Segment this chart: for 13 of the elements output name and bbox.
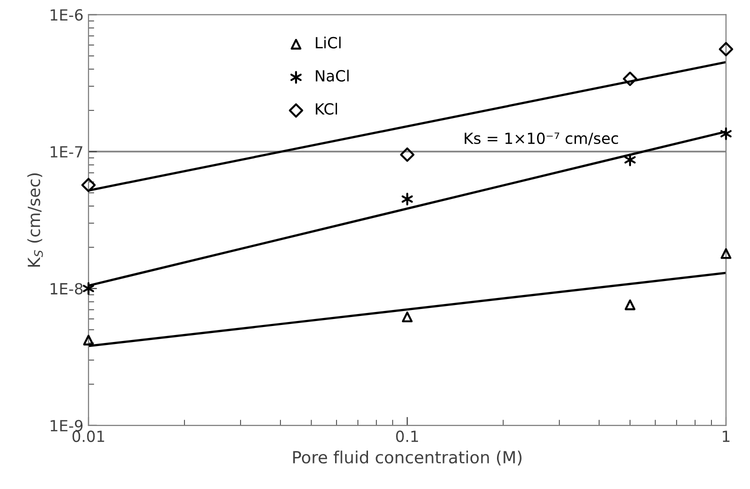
- x-tick-label: 0.1: [396, 430, 418, 442]
- legend-label: NaCl: [316, 70, 349, 82]
- legend-label: KCl: [316, 102, 338, 115]
- x-tick-label: 0.01: [72, 430, 104, 442]
- y-tick-label: 1E-8: [50, 282, 83, 295]
- annotation: Ks = 1×10⁻⁷ cm/sec: [464, 132, 618, 146]
- legend-label: LiCl: [316, 36, 341, 48]
- x-tick-label: 1: [722, 430, 730, 442]
- y-tick-label: 1E-6: [50, 9, 83, 21]
- y-axis-title: K$_{S}$ (cm/sec): [27, 173, 43, 267]
- y-tick-label: 1E-7: [50, 146, 82, 158]
- x-axis-title: Pore fluid concentration (M): [293, 450, 522, 466]
- y-tick-label: 1E-9: [50, 420, 83, 432]
